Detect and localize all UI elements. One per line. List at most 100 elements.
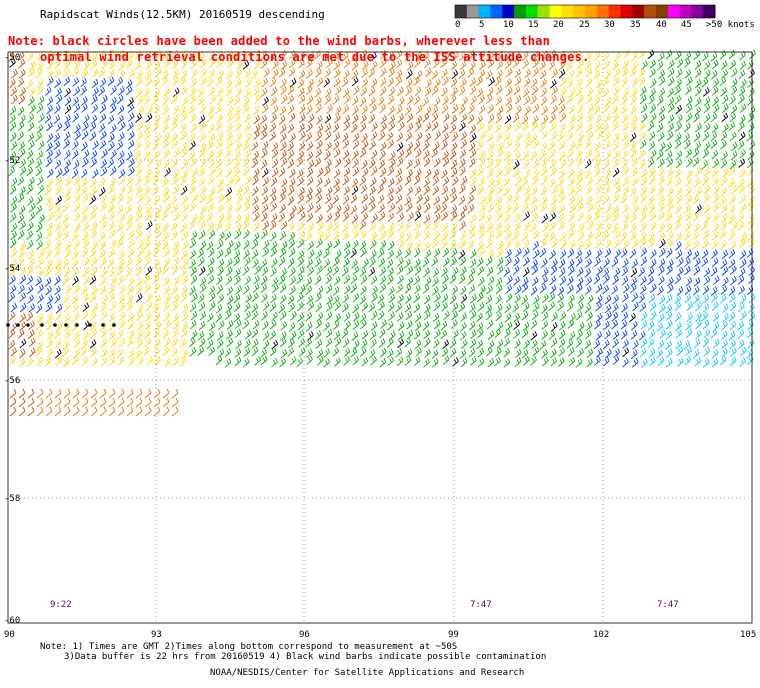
wind-barb bbox=[269, 52, 277, 62]
wind-barb bbox=[270, 113, 278, 124]
wind-barb bbox=[496, 248, 503, 258]
wind-barb bbox=[73, 103, 81, 114]
wind-barb bbox=[36, 85, 44, 96]
wind-barb bbox=[738, 69, 746, 80]
wind-barb bbox=[118, 213, 126, 223]
wind-barb bbox=[659, 247, 666, 258]
wind-barb bbox=[549, 284, 557, 295]
wind-barb bbox=[710, 52, 718, 62]
wind-barb bbox=[459, 239, 467, 249]
wind-barb bbox=[135, 76, 143, 87]
wind-barb bbox=[73, 284, 80, 294]
wind-barb bbox=[739, 114, 746, 125]
wind-barb bbox=[316, 139, 323, 150]
wind-barb bbox=[89, 293, 97, 303]
wind-barb bbox=[325, 58, 333, 69]
wind-barb bbox=[370, 166, 378, 176]
wind-barb bbox=[189, 285, 196, 296]
wind-barb bbox=[620, 77, 628, 88]
wind-barb bbox=[270, 267, 277, 278]
wind-barb bbox=[171, 328, 179, 339]
wind-barb bbox=[649, 87, 656, 98]
wind-barb bbox=[90, 347, 97, 358]
wind-barb bbox=[748, 69, 755, 79]
wind-barb bbox=[695, 167, 702, 177]
wind-barb bbox=[530, 222, 538, 232]
wind-barb bbox=[179, 175, 187, 186]
wind-barb bbox=[640, 204, 648, 215]
wind-barb bbox=[720, 259, 728, 269]
wind-barb bbox=[9, 212, 17, 223]
wind-barb bbox=[35, 222, 43, 233]
wind-barb bbox=[532, 302, 540, 313]
wind-barb bbox=[434, 130, 441, 141]
wind-barb bbox=[442, 132, 449, 143]
wind-barb bbox=[503, 267, 511, 277]
wind-barb bbox=[386, 131, 394, 142]
wind-barb bbox=[521, 114, 529, 125]
wind-barb bbox=[433, 97, 441, 107]
wind-barb bbox=[135, 204, 143, 215]
colorbar-label: 0 bbox=[455, 20, 461, 30]
wind-barb bbox=[279, 193, 286, 203]
wind-barb bbox=[387, 194, 394, 205]
wind-barb bbox=[19, 69, 26, 79]
wind-barb bbox=[506, 275, 513, 285]
wind-barb bbox=[567, 158, 574, 168]
wind-barb bbox=[524, 139, 531, 150]
wind-barb bbox=[441, 211, 448, 221]
wind-barb bbox=[647, 49, 655, 60]
wind-barb bbox=[575, 256, 583, 267]
wind-barb bbox=[594, 122, 602, 133]
wind-barb bbox=[694, 60, 702, 70]
wind-barb bbox=[496, 50, 504, 61]
wind-barb bbox=[658, 105, 666, 116]
wind-barb bbox=[423, 230, 431, 241]
wind-barb bbox=[36, 406, 44, 417]
wind-barb bbox=[234, 229, 242, 239]
wind-barb bbox=[305, 285, 313, 295]
wind-barb bbox=[73, 193, 81, 204]
wind-barb bbox=[188, 104, 195, 115]
wind-barb bbox=[550, 322, 558, 332]
wind-barb bbox=[460, 357, 468, 367]
wind-barb bbox=[171, 158, 178, 168]
wind-barb bbox=[110, 239, 117, 249]
wind-barb bbox=[532, 67, 539, 78]
wind-barb bbox=[371, 285, 378, 296]
wind-barb bbox=[342, 150, 350, 160]
wind-barb bbox=[684, 139, 691, 150]
wind-barb bbox=[315, 319, 323, 329]
wind-barb bbox=[568, 186, 576, 196]
wind-barb bbox=[504, 166, 511, 177]
wind-barb bbox=[431, 70, 439, 80]
wind-barb bbox=[262, 331, 270, 341]
wind-barb bbox=[262, 247, 269, 257]
wind-barb bbox=[675, 78, 682, 89]
wind-barb bbox=[569, 312, 576, 323]
wind-barb bbox=[261, 311, 268, 321]
wind-barb bbox=[189, 249, 196, 260]
wind-barb bbox=[343, 121, 350, 132]
wind-barb bbox=[28, 337, 36, 348]
wind-barb bbox=[710, 112, 718, 123]
wind-barb bbox=[584, 159, 592, 169]
wind-barb bbox=[593, 150, 600, 161]
wind-barb bbox=[442, 157, 450, 167]
wind-barb bbox=[361, 302, 369, 312]
wind-barb bbox=[431, 105, 439, 116]
wind-barb bbox=[728, 49, 736, 60]
wind-barb bbox=[197, 293, 205, 304]
wind-barb bbox=[279, 357, 286, 368]
wind-barb bbox=[224, 148, 232, 159]
wind-barb bbox=[550, 131, 558, 141]
wind-barb bbox=[504, 151, 511, 161]
wind-barb bbox=[611, 257, 619, 268]
wind-barb bbox=[719, 76, 727, 87]
wind-barb bbox=[19, 274, 27, 285]
wind-barb bbox=[191, 214, 198, 224]
wind-barb bbox=[270, 96, 277, 107]
wind-barb bbox=[586, 231, 594, 241]
wind-barb bbox=[720, 187, 727, 197]
lon-label: 96 bbox=[299, 630, 310, 640]
